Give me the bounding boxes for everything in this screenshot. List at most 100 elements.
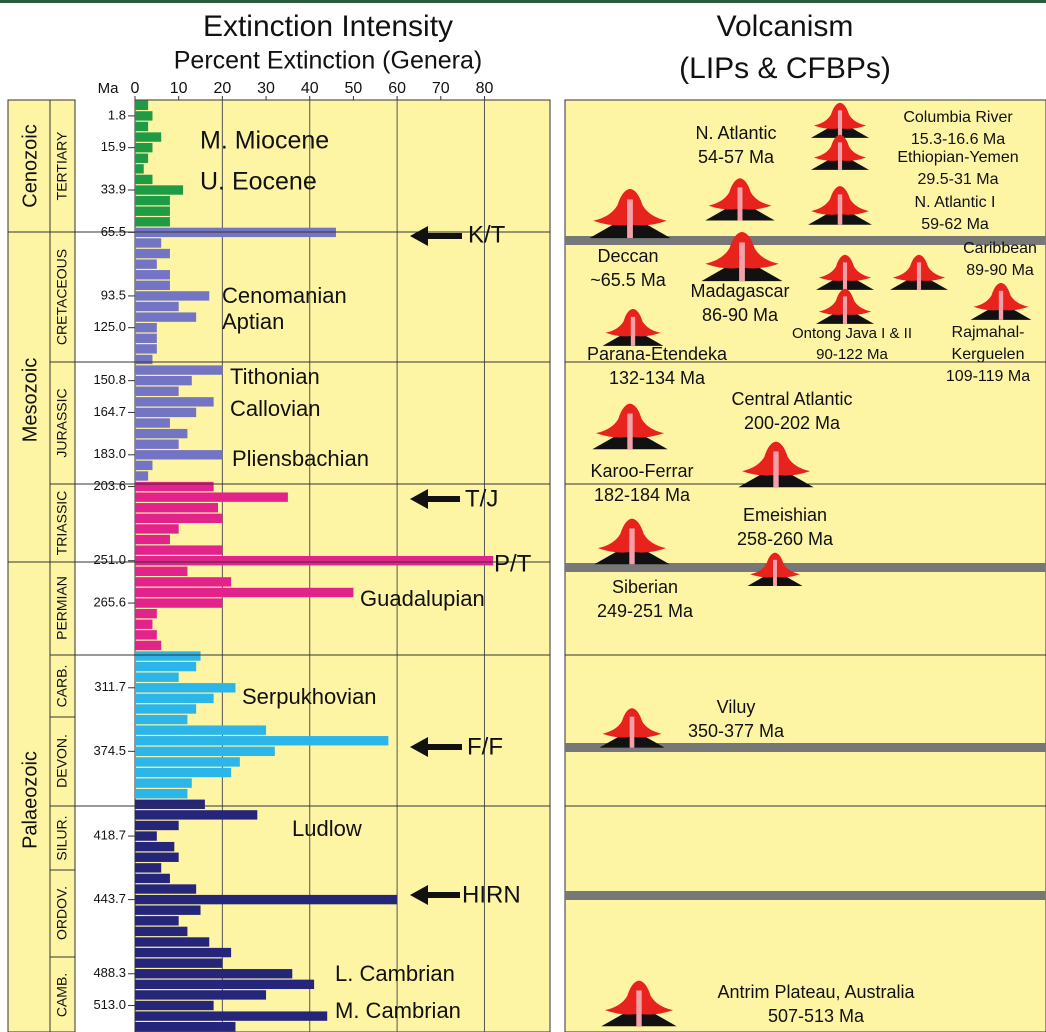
era-label: Palaeozoic xyxy=(19,751,41,849)
x-tick-label: 40 xyxy=(301,80,319,97)
period-label: CRETACEOUS xyxy=(54,249,70,345)
volcano-label: 182-184 Ma xyxy=(594,485,691,505)
annotation: Ludlow xyxy=(292,816,362,841)
y-tick-label: 15.9 xyxy=(101,139,126,154)
event-label: F/F xyxy=(467,733,503,760)
bar xyxy=(135,111,152,120)
bar xyxy=(135,937,209,946)
volcano-label: Siberian xyxy=(612,577,678,597)
bar xyxy=(135,948,231,957)
period-label: TERTIARY xyxy=(54,131,70,200)
y-tick-label: 488.3 xyxy=(93,965,126,980)
annotation: Pliensbachian xyxy=(232,446,369,471)
period-label: TRIASSIC xyxy=(54,491,70,556)
bar xyxy=(135,662,196,671)
volcano-label: Caribbean xyxy=(963,240,1037,257)
volcano-label: 29.5-31 Ma xyxy=(918,171,999,188)
bar xyxy=(135,630,157,639)
y-tick-label: 311.7 xyxy=(94,679,126,694)
volc-subtitle: (LIPs & CFBPs) xyxy=(679,52,891,85)
bar xyxy=(135,429,187,438)
bar xyxy=(135,207,170,216)
volcano-label: Rajmahal- xyxy=(952,324,1025,341)
x-tick-label: 70 xyxy=(432,80,450,97)
chart-title: Extinction Intensity xyxy=(203,10,453,43)
bar xyxy=(135,196,170,205)
bar xyxy=(135,281,170,290)
volcano-label: 249-251 Ma xyxy=(597,601,694,621)
period-label: CARB. xyxy=(54,665,70,708)
chart-subtitle: Percent Extinction (Genera) xyxy=(174,47,482,75)
volcano-label: N. Atlantic xyxy=(695,123,776,143)
volcano-label: 132-134 Ma xyxy=(609,368,706,388)
bar xyxy=(135,757,240,766)
bar xyxy=(135,545,222,554)
bar xyxy=(135,673,179,682)
y-tick-label: 203.6 xyxy=(93,478,126,493)
volcano-label: Viluy xyxy=(717,697,756,717)
volcano-label: Karoo-Ferrar xyxy=(590,461,693,481)
bar xyxy=(135,577,231,586)
bar xyxy=(135,471,148,480)
chart: Extinction Intensity Percent Extinction … xyxy=(0,0,1046,1032)
bar xyxy=(135,323,157,332)
bar xyxy=(135,376,192,385)
bar xyxy=(135,334,157,343)
period-label: JURASSIC xyxy=(54,388,70,457)
bar xyxy=(135,768,231,777)
era-label: Mesozoic xyxy=(19,358,41,442)
y-tick-label: 443.7 xyxy=(93,891,126,906)
bar xyxy=(135,641,161,650)
annotation: Callovian xyxy=(230,396,321,421)
bar xyxy=(135,175,152,184)
bar xyxy=(135,408,196,417)
y-tick-label: 183.0 xyxy=(93,446,126,461)
volcano-label: 507-513 Ma xyxy=(768,1006,865,1026)
bar xyxy=(135,249,170,258)
volcano-label: Columbia River xyxy=(903,109,1013,126)
bar xyxy=(135,863,161,872)
bar xyxy=(135,800,205,809)
volcano-label: 109-119 Ma xyxy=(946,368,1030,385)
y-axis-label: Ma xyxy=(98,80,119,97)
volcano-label: 200-202 Ma xyxy=(744,413,841,433)
event-label: P/T xyxy=(494,550,532,577)
annotation: M. Cambrian xyxy=(335,998,461,1023)
volc-title: Volcanism xyxy=(717,10,854,43)
y-tick-label: 251.0 xyxy=(93,552,126,567)
y-tick-label: 150.8 xyxy=(93,372,126,387)
period-label: CAMB. xyxy=(54,973,70,1017)
y-tick-label: 374.5 xyxy=(93,743,126,758)
bar xyxy=(135,990,266,999)
volcano-label: Ethiopian-Yemen xyxy=(897,149,1018,166)
bar xyxy=(135,1011,327,1020)
period-label: PERMIAN xyxy=(54,576,70,640)
bar xyxy=(135,185,183,194)
bar xyxy=(135,778,192,787)
bar xyxy=(135,101,148,110)
bar xyxy=(135,842,174,851)
bar xyxy=(135,874,170,883)
volcano-label: 54-57 Ma xyxy=(698,147,775,167)
volcano-label: Antrim Plateau, Australia xyxy=(717,982,915,1002)
top-strip xyxy=(0,0,1046,3)
bar xyxy=(135,291,209,300)
bar xyxy=(135,1001,214,1010)
volcano-label: 15.3-16.6 Ma xyxy=(911,131,1005,148)
bar xyxy=(135,620,152,629)
bar xyxy=(135,588,353,597)
volcano-label: Central Atlantic xyxy=(731,389,852,409)
bar xyxy=(135,365,222,374)
y-tick-label: 93.5 xyxy=(101,287,126,302)
volcano-label: Emeishian xyxy=(743,505,827,525)
bar xyxy=(135,312,196,321)
x-tick-label: 60 xyxy=(388,80,406,97)
bar xyxy=(135,397,214,406)
x-tick-label: 10 xyxy=(170,80,188,97)
period-label: DEVON. xyxy=(54,734,70,788)
bar xyxy=(135,704,196,713)
bar xyxy=(135,270,170,279)
bar xyxy=(135,217,170,226)
y-tick-label: 418.7 xyxy=(93,828,126,843)
bar xyxy=(135,736,388,745)
